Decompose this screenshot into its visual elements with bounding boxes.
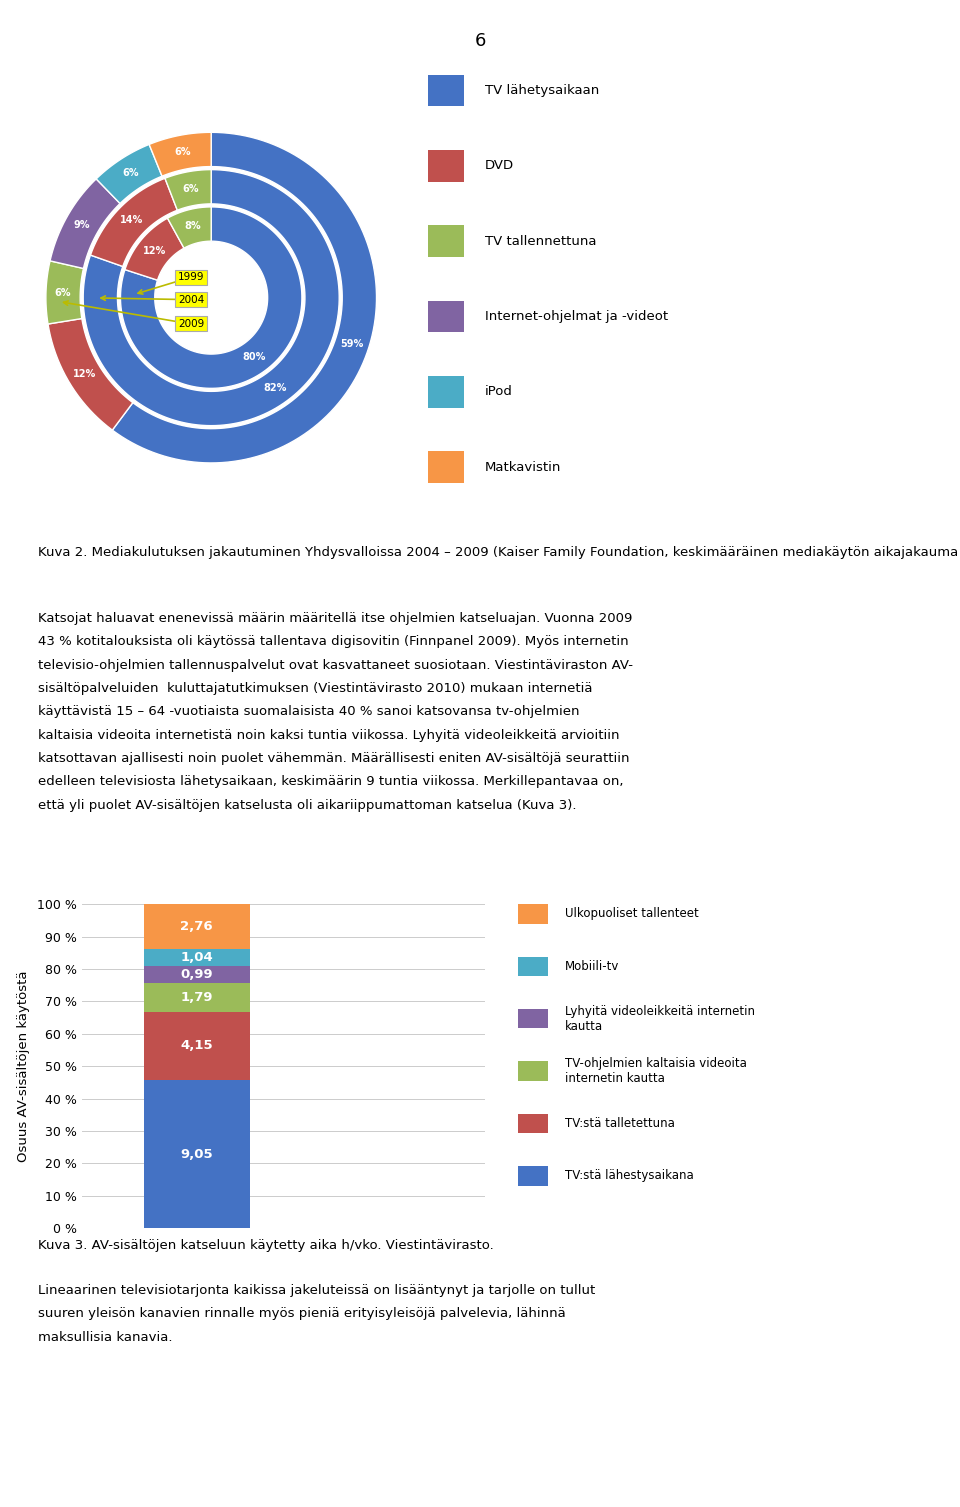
FancyBboxPatch shape — [518, 1061, 548, 1081]
Text: TV:stä talletettuna: TV:stä talletettuna — [564, 1117, 675, 1130]
Text: 1,79: 1,79 — [180, 990, 213, 1004]
Text: Mobiili-tv: Mobiili-tv — [564, 960, 619, 974]
Text: 8%: 8% — [184, 222, 202, 232]
Text: Matkavistin: Matkavistin — [485, 461, 561, 473]
Text: suuren yleisön kanavien rinnalle myös pieniä erityisyleisöjä palvelevia, lähinnä: suuren yleisön kanavien rinnalle myös pi… — [38, 1307, 566, 1320]
Text: 6%: 6% — [55, 288, 71, 298]
Text: Katsojat haluavat enenevissä määrin määritellä itse ohjelmien katseluajan. Vuonn: Katsojat haluavat enenevissä määrin määr… — [38, 612, 633, 625]
Text: 43 % kotitalouksista oli käytössä tallentava digisovitin (Finnpanel 2009). Myös : 43 % kotitalouksista oli käytössä tallen… — [38, 636, 629, 648]
Text: TV:stä lähestysaikana: TV:stä lähestysaikana — [564, 1169, 694, 1183]
Bar — [144, 966, 250, 983]
Polygon shape — [165, 170, 211, 209]
Text: TV lähetysaikaan: TV lähetysaikaan — [485, 84, 599, 96]
Polygon shape — [46, 261, 84, 324]
FancyBboxPatch shape — [518, 904, 548, 924]
Text: että yli puolet AV-sisältöjen katselusta oli aikariippumattoman katselua (Kuva 3: että yli puolet AV-sisältöjen katselusta… — [38, 799, 577, 812]
Text: TV tallennettuna: TV tallennettuna — [485, 235, 596, 247]
Text: edelleen televisiosta lähetysaikaan, keskimäärin 9 tuntia viikossa. Merkillepant: edelleen televisiosta lähetysaikaan, kes… — [38, 775, 624, 788]
FancyBboxPatch shape — [518, 1166, 548, 1186]
Text: DVD: DVD — [485, 160, 514, 172]
Text: Kuva 2. Mediakulutuksen jakautuminen Yhdysvalloissa 2004 – 2009 (Kaiser Family F: Kuva 2. Mediakulutuksen jakautuminen Yhd… — [38, 546, 960, 559]
Text: 0,99: 0,99 — [180, 967, 213, 981]
FancyBboxPatch shape — [427, 300, 464, 332]
FancyBboxPatch shape — [518, 1114, 548, 1133]
FancyBboxPatch shape — [518, 957, 548, 977]
Text: 6: 6 — [474, 32, 486, 50]
Text: katsottavan ajallisesti noin puolet vähemmän. Määrällisesti eniten AV-sisältöjä : katsottavan ajallisesti noin puolet vähe… — [38, 752, 630, 766]
Text: 14%: 14% — [120, 216, 143, 226]
Bar — [144, 983, 250, 1013]
Polygon shape — [112, 133, 376, 463]
Text: Lyhyitä videoleikkeitä internetin
kautta: Lyhyitä videoleikkeitä internetin kautta — [564, 1005, 755, 1032]
Polygon shape — [121, 206, 301, 389]
Bar — [144, 904, 250, 949]
Text: 2,76: 2,76 — [180, 921, 213, 933]
Polygon shape — [149, 133, 211, 176]
Text: 4,15: 4,15 — [180, 1040, 213, 1052]
Text: 6%: 6% — [182, 184, 199, 193]
Text: 1,04: 1,04 — [180, 951, 213, 964]
Polygon shape — [50, 179, 120, 268]
Text: Lineaarinen televisiotarjonta kaikissa jakeluteissä on lisääntynyt ja tarjolle o: Lineaarinen televisiotarjonta kaikissa j… — [38, 1284, 595, 1298]
Text: 2009: 2009 — [178, 319, 204, 329]
Text: Internet-ohjelmat ja -videot: Internet-ohjelmat ja -videot — [485, 310, 668, 322]
Y-axis label: Osuus AV-sisältöjen käytöstä: Osuus AV-sisältöjen käytöstä — [17, 971, 30, 1162]
Text: 6%: 6% — [175, 148, 191, 157]
Text: 59%: 59% — [340, 339, 364, 350]
Text: maksullisia kanavia.: maksullisia kanavia. — [38, 1331, 173, 1344]
Polygon shape — [90, 178, 178, 267]
Text: 1999: 1999 — [178, 273, 204, 282]
Polygon shape — [167, 206, 211, 249]
Text: käyttävistä 15 – 64 -vuotiaista suomalaisista 40 % sanoi katsovansa tv-ohjelmien: käyttävistä 15 – 64 -vuotiaista suomalai… — [38, 705, 580, 719]
Bar — [144, 1013, 250, 1081]
Text: Ulkopuoliset tallenteet: Ulkopuoliset tallenteet — [564, 907, 699, 921]
Bar — [144, 1081, 250, 1228]
Text: sisältöpalveluiden  kuluttajatutkimuksen (Viestintävirasto 2010) mukaan internet: sisältöpalveluiden kuluttajatutkimuksen … — [38, 681, 593, 695]
FancyBboxPatch shape — [427, 149, 464, 181]
Polygon shape — [48, 318, 132, 429]
Text: Kuva 3. AV-sisältöjen katseluun käytetty aika h/vko. Viestintävirasto.: Kuva 3. AV-sisältöjen katseluun käytetty… — [38, 1239, 494, 1252]
Polygon shape — [125, 219, 184, 280]
Text: kaltaisia videoita internetistä noin kaksi tuntia viikossa. Lyhyitä videoleikkei: kaltaisia videoita internetistä noin kak… — [38, 729, 620, 741]
FancyBboxPatch shape — [518, 1010, 548, 1028]
Text: 9,05: 9,05 — [180, 1148, 213, 1160]
Bar — [144, 949, 250, 966]
Text: 12%: 12% — [143, 246, 166, 256]
FancyBboxPatch shape — [427, 225, 464, 256]
Text: 9%: 9% — [74, 220, 90, 231]
Text: iPod: iPod — [485, 386, 513, 398]
FancyBboxPatch shape — [427, 451, 464, 482]
Text: 82%: 82% — [264, 383, 287, 393]
Text: televisio-ohjelmien tallennuspalvelut ovat kasvattaneet suosiotaan. Viestintävir: televisio-ohjelmien tallennuspalvelut ov… — [38, 659, 634, 672]
Text: TV-ohjelmien kaltaisia videoita
internetin kautta: TV-ohjelmien kaltaisia videoita internet… — [564, 1056, 747, 1085]
Text: 80%: 80% — [243, 353, 266, 362]
Polygon shape — [84, 170, 339, 425]
Text: 12%: 12% — [73, 369, 96, 380]
FancyBboxPatch shape — [427, 375, 464, 407]
Polygon shape — [96, 145, 162, 203]
FancyBboxPatch shape — [427, 74, 464, 105]
Text: 2004: 2004 — [178, 295, 204, 304]
Text: 6%: 6% — [122, 169, 138, 178]
